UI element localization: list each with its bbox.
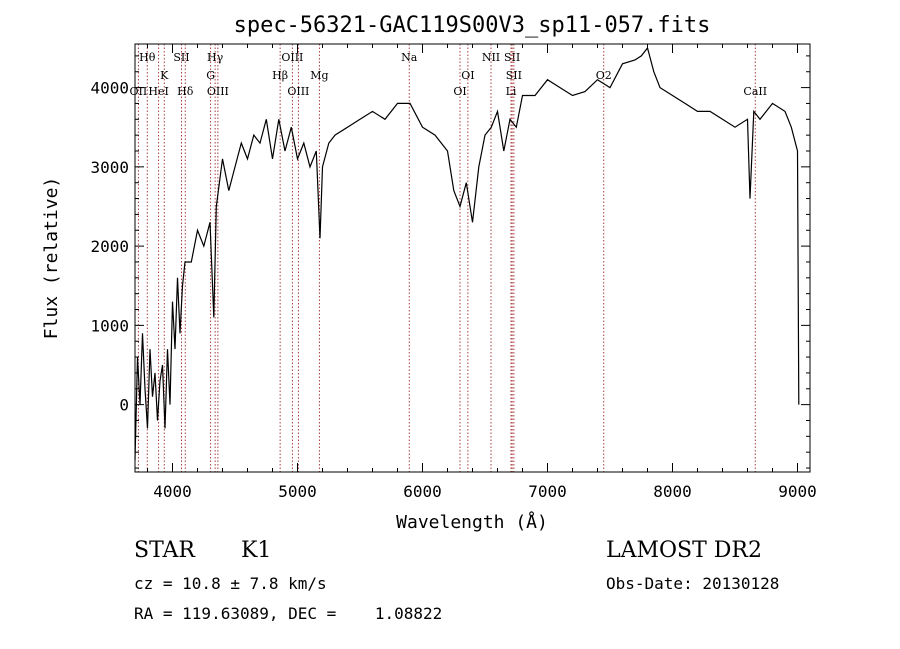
line-label: SII [504,51,520,64]
line-label: SII [506,69,522,82]
chart-title: spec-56321-GAC119S00V3_sp11-057.fits [234,13,711,38]
line-label: OI [461,69,474,82]
x-tick-label: 5000 [278,482,317,501]
x-tick-label: 9000 [778,482,817,501]
y-tick-label: 4000 [90,79,129,98]
line-label: OIII [287,85,309,98]
object-class: STAR [134,538,195,563]
x-axis-label: Wavelength (Å) [396,511,548,533]
line-label: HeI [148,85,168,98]
redshift-text: cz = 10.8 ± 7.8 km/s [134,574,327,593]
line-label: Mg [310,69,328,82]
line-label: Li [506,85,517,98]
line-label: OIII [281,51,303,64]
x-axis-ticks: 4000 5000 6000 7000 8000 9000 [147,44,817,501]
y-tick-label: 2000 [90,237,129,256]
x-tick-label: 8000 [653,482,692,501]
y-tick-label: 1000 [90,316,129,335]
line-label: NII [482,51,500,64]
y-tick-label: 0 [119,396,129,415]
plot-frame [134,43,811,473]
y-tick-label: 3000 [90,158,129,177]
line-label: Na [401,51,418,64]
line-label: OIII [207,85,229,98]
y-axis-ticks: 0 1000 2000 3000 4000 [90,55,810,469]
observation-date: Obs-Date: 20130128 [606,574,780,593]
line-label: Hβ [272,69,288,82]
x-tick-label: 6000 [403,482,442,501]
line-label: CaII [743,85,767,98]
line-label: SII [173,51,189,64]
spectrum-line [134,46,800,461]
coordinates-text: RA = 119.63089, DEC = 1.08822 [134,604,443,623]
survey-name: LAMOST DR2 [606,538,762,563]
object-subclass: K1 [241,538,272,563]
line-label: Hδ [177,85,194,98]
emission-line-markers: HθOIIKHeISIIHδHγGOIIIOIIIHβOIIIMgNaOIOIN… [130,44,767,472]
x-tick-label: 4000 [153,482,192,501]
x-tick-label: 7000 [528,482,567,501]
y-axis-label: Flux (relative) [41,177,62,340]
line-label: OI [453,85,466,98]
line-label: Hθ [139,51,156,64]
line-label: O2 [596,69,612,82]
line-label: OII [130,85,148,98]
line-label: G [206,69,215,82]
line-label: K [160,69,169,82]
line-label: Hγ [207,51,224,64]
